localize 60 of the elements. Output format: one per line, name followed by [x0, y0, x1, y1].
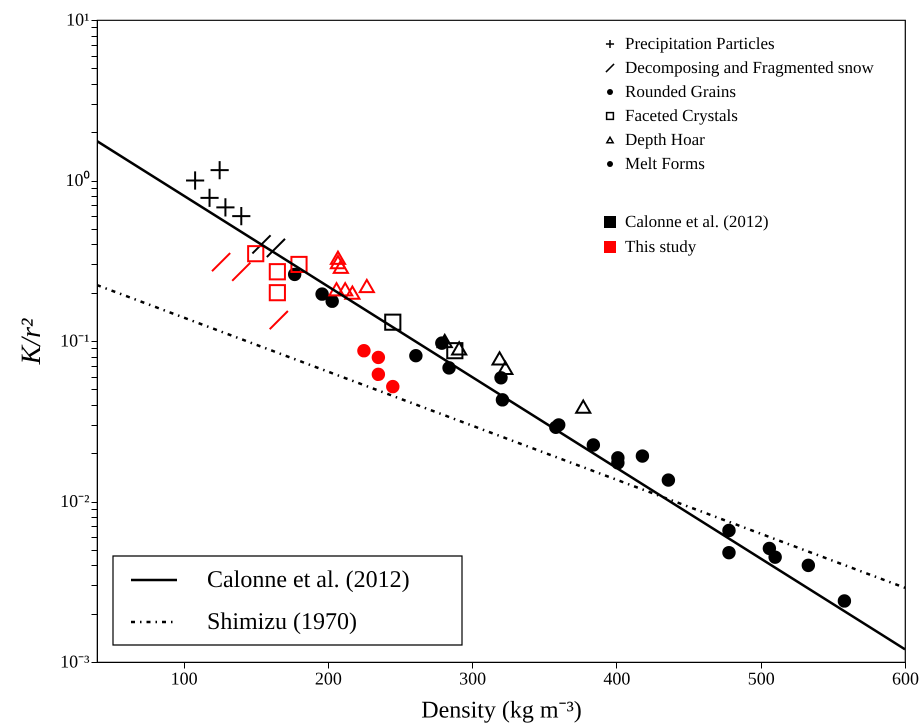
point [386, 380, 400, 394]
point [290, 256, 308, 274]
point [210, 160, 230, 180]
y-tick-label: 10⁻³ [60, 652, 90, 672]
point [215, 197, 236, 218]
point [330, 255, 346, 270]
point [337, 282, 354, 296]
x-tick-label: 100 [170, 668, 198, 688]
point [575, 400, 592, 414]
point [199, 188, 220, 208]
point [231, 206, 252, 226]
point [451, 341, 468, 356]
point [344, 286, 360, 300]
legend-label: Shimizu (1970) [207, 609, 357, 635]
point [802, 558, 816, 572]
x-tick-label: 400 [603, 668, 630, 688]
point [185, 170, 206, 191]
legend-label: Precipitation Particles [625, 34, 775, 53]
point [358, 278, 375, 294]
point [268, 284, 286, 302]
point [768, 550, 782, 564]
y-tick-label: 10⁰ [66, 170, 90, 190]
point [372, 350, 386, 364]
point [332, 260, 349, 274]
point [491, 351, 508, 366]
point [315, 287, 329, 301]
y-tick-label: 10⁻² [60, 491, 90, 511]
y-tick-label: 10⁻¹ [60, 330, 90, 350]
point [497, 360, 514, 376]
point [384, 314, 402, 331]
point [586, 438, 600, 452]
point [330, 250, 346, 265]
point [722, 546, 736, 560]
point [838, 594, 852, 608]
y-axis-title: K/r² [16, 318, 48, 366]
point [268, 263, 286, 280]
legend-label: Calonne et al. (2012) [207, 567, 410, 593]
point [722, 524, 736, 538]
point [328, 282, 345, 296]
legend-label: Rounded Grains [625, 82, 736, 101]
legend-label: Melt Forms [625, 154, 705, 173]
y-tick-label: 10¹ [66, 10, 90, 30]
legend-label: Decomposing and Fragmented snow [625, 58, 875, 77]
point [325, 294, 339, 308]
point [636, 449, 650, 463]
point [409, 348, 423, 362]
x-tick-label: 500 [748, 668, 775, 688]
point [662, 473, 676, 487]
annotation: This study [625, 237, 697, 256]
x-tick-label: 200 [314, 668, 342, 688]
annotation: Calonne et al. (2012) [625, 212, 769, 231]
legend-label: Faceted Crystals [625, 106, 738, 125]
legend-label: Depth Hoar [625, 130, 706, 149]
x-tick-label: 300 [459, 668, 486, 688]
point [436, 334, 453, 348]
point [372, 368, 386, 382]
point [446, 342, 464, 360]
x-tick-label: 600 [892, 668, 919, 688]
x-axis-title: Density (kg m⁻³) [421, 698, 582, 724]
point [357, 344, 371, 358]
